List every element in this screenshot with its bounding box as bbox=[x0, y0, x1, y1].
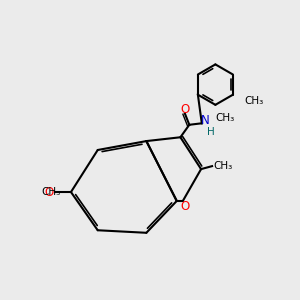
Text: H: H bbox=[207, 127, 214, 136]
Text: CH₃: CH₃ bbox=[215, 113, 235, 123]
Text: O: O bbox=[44, 185, 53, 199]
Text: CH₃: CH₃ bbox=[41, 187, 61, 197]
Text: O: O bbox=[180, 103, 190, 116]
Text: O: O bbox=[181, 200, 190, 213]
Text: CH₃: CH₃ bbox=[214, 161, 233, 171]
Text: N: N bbox=[200, 114, 209, 128]
Text: CH₃: CH₃ bbox=[244, 96, 264, 106]
